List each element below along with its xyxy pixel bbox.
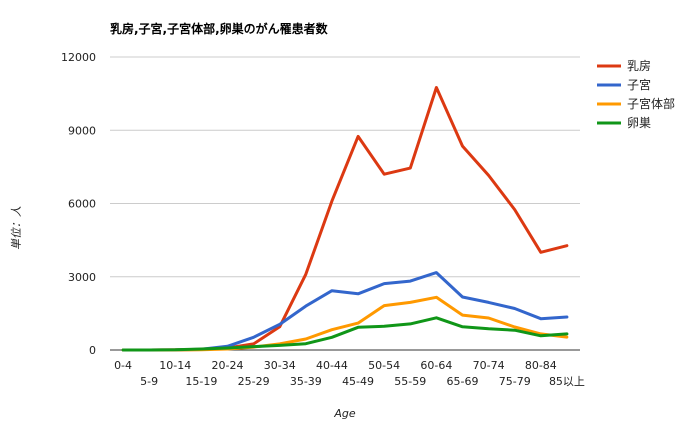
series-line-乳房 [121,86,569,352]
series-line-卵巣 [121,316,569,352]
y-tick-label: 6000 [68,198,96,211]
y-tick-label: 9000 [68,124,96,137]
chart-title: 乳房,子宮,子宮体部,卵巣のがん罹患者数 [110,21,329,36]
y-axis-ticks: 0 3000 6000 9000 12000 [61,51,96,357]
x-tick-label: 35-39 [290,375,322,388]
y-tick-label: 3000 [68,271,96,284]
x-tick-label: 80-84 [525,359,557,372]
x-tick-label: 70-74 [473,359,505,372]
x-tick-label: 50-54 [368,359,400,372]
y-axis-title: 単位：人 [10,206,23,250]
x-tick-label: 55-59 [394,375,426,388]
gridlines [110,56,580,351]
x-tick-label: 0-4 [114,359,132,372]
legend-label: 乳房 [627,58,651,73]
x-tick-label: 75-79 [499,375,531,388]
x-tick-label: 15-19 [185,375,217,388]
x-axis-title: Age [333,407,356,420]
x-tick-label: 85以上 [549,375,585,388]
legend-label: 子宮 [627,77,651,92]
x-tick-label: 40-44 [316,359,348,372]
y-tick-label: 0 [89,344,96,357]
legend-label: 卵巣 [627,116,651,130]
series-line-子宮 [121,271,569,352]
x-tick-label: 60-64 [420,359,452,372]
x-axis-ticks: 0-4 5-910-14 15-19 20-24 25-29 30-34 35-39 40-4… [114,359,585,388]
y-tick-label: 12000 [61,51,96,64]
x-tick-label: 5-9 [140,375,158,388]
x-tick-label: 20-24 [212,359,244,372]
series-lines [121,86,569,352]
x-tick-label: 30-34 [264,359,296,372]
x-tick-label: 25-29 [238,375,270,388]
x-tick-label: 45-49 [342,375,374,388]
x-tick-label: 10-14 [159,359,191,372]
legend-label: 子宮体部 [627,96,675,111]
x-tick-label: 65-69 [447,375,479,388]
